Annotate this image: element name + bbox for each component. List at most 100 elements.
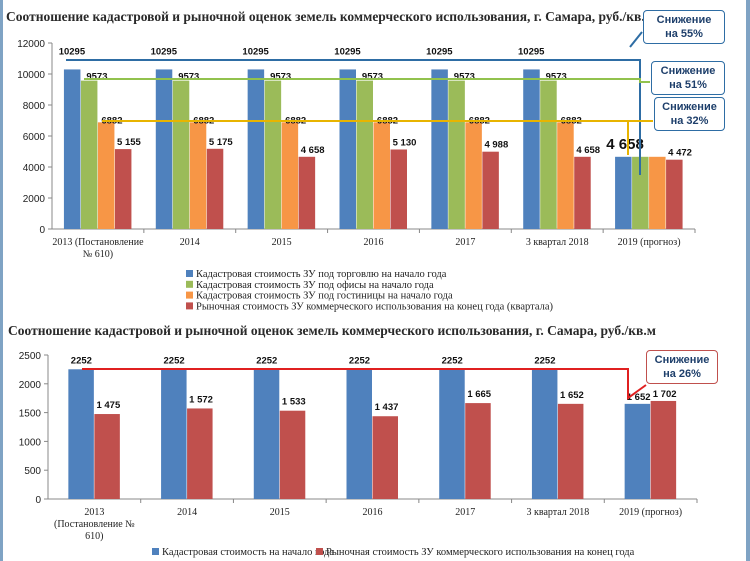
callout-line: на 32% xyxy=(670,115,709,127)
data-label: 4 472 xyxy=(668,148,692,159)
legend-label: Кадастровая стоимость ЗУ под торговлю на… xyxy=(196,269,447,280)
y-tick-label: 10000 xyxy=(17,70,45,81)
data-label: 2252 xyxy=(349,355,370,366)
callout-decrease-55: Снижение на 55% xyxy=(643,10,725,44)
callout-line: Снижение xyxy=(660,65,716,77)
legend-label: Кадастровая стоимость ЗУ под офисы на на… xyxy=(196,280,434,291)
bracket-55 xyxy=(66,59,641,175)
data-label: 4 658 xyxy=(606,136,644,153)
data-label: 2252 xyxy=(71,355,92,366)
bar-1-2 xyxy=(264,80,282,229)
x-tick-label: 2016 xyxy=(363,507,383,518)
x-tick-label: 2019 (прогноз) xyxy=(619,507,682,518)
y-tick-label: 0 xyxy=(35,495,41,506)
bar-1-3 xyxy=(372,416,398,499)
data-label: 4 658 xyxy=(576,145,600,156)
data-label: 2252 xyxy=(534,355,555,366)
data-label: 9573 xyxy=(86,72,107,83)
bar-0-4 xyxy=(431,69,448,230)
callout-line: Снижение xyxy=(656,14,712,26)
y-tick-label: 1000 xyxy=(19,437,42,448)
data-label: 10295 xyxy=(59,46,86,57)
callout-decrease-32: Снижение на 32% xyxy=(654,97,725,131)
bar-2-6 xyxy=(649,156,666,229)
x-tick-label: 3 квартал 2018 xyxy=(527,507,590,518)
bar-3-0 xyxy=(114,149,132,229)
data-label: 9573 xyxy=(362,72,383,83)
data-label: 10295 xyxy=(151,46,178,57)
legend-swatch xyxy=(186,270,193,277)
data-label: 5 175 xyxy=(209,137,233,148)
y-tick-label: 1500 xyxy=(19,409,42,420)
data-label: 9573 xyxy=(546,72,567,83)
data-label: 9573 xyxy=(270,72,291,83)
bar-1-4 xyxy=(465,403,491,499)
legend-swatch xyxy=(152,548,159,555)
bar-1-0 xyxy=(80,80,98,229)
bar-0-2 xyxy=(247,69,265,230)
callout-pointer-55 xyxy=(629,31,643,48)
x-tick-label: 2014 xyxy=(177,507,197,518)
bar-1-6 xyxy=(650,400,677,499)
bar-2-5 xyxy=(557,122,574,229)
x-tick-label: 2015 xyxy=(270,507,290,518)
bar-2-0 xyxy=(97,122,115,229)
y-tick-label: 2500 xyxy=(19,351,42,362)
x-tick-label: 2015 xyxy=(272,237,292,248)
bar-3-5 xyxy=(574,156,591,229)
data-label: 2252 xyxy=(442,355,463,366)
bar-1-0 xyxy=(94,414,120,499)
data-label: 1 475 xyxy=(96,400,120,411)
bar-1-6 xyxy=(632,156,649,229)
bracket-26 xyxy=(82,368,647,400)
data-label: 1 652 xyxy=(560,390,584,401)
bar-0-6 xyxy=(615,156,632,229)
data-label: 1 652 xyxy=(627,392,651,403)
data-label: 4 988 xyxy=(484,140,508,151)
data-label: 5 130 xyxy=(393,137,417,148)
bar-0-0 xyxy=(68,369,94,499)
y-tick-label: 6000 xyxy=(23,132,46,143)
legend-swatch xyxy=(186,280,193,288)
y-tick-label: 4000 xyxy=(23,163,46,174)
y-tick-label: 8000 xyxy=(23,101,46,112)
bar-3-3 xyxy=(390,149,407,229)
data-label: 5 155 xyxy=(117,137,141,148)
legend-label: Рыночная стоимость ЗУ коммерческого испо… xyxy=(326,547,635,558)
slide-edge-right xyxy=(746,0,750,561)
x-tick-label: (Постановление № xyxy=(54,519,135,530)
x-tick-label: № 610) xyxy=(83,249,113,260)
bar-1-5 xyxy=(557,403,584,499)
x-tick-label: 3 квартал 2018 xyxy=(526,237,589,248)
bar-1-4 xyxy=(448,80,465,229)
x-tick-label: 2016 xyxy=(364,237,384,248)
bar-3-4 xyxy=(482,151,499,229)
y-tick-label: 12000 xyxy=(17,39,45,50)
data-label: 2252 xyxy=(256,355,277,366)
data-label: 1 572 xyxy=(189,394,213,405)
bar-1-3 xyxy=(356,80,373,229)
slide-edge-left xyxy=(0,0,3,561)
bar-0-1 xyxy=(155,69,173,230)
bar-0-6 xyxy=(624,403,651,499)
data-label: 9573 xyxy=(178,72,199,83)
bar-0-1 xyxy=(161,369,187,499)
x-tick-label: 2013 (Постановление xyxy=(52,237,144,248)
y-tick-label: 500 xyxy=(24,466,41,477)
x-tick-label: 2013 xyxy=(84,507,104,518)
data-label: 9573 xyxy=(454,72,475,83)
x-tick-label: 2017 xyxy=(455,507,475,518)
legend-swatch xyxy=(316,548,323,555)
y-tick-label: 2000 xyxy=(23,194,46,205)
data-label: 10295 xyxy=(426,46,453,57)
chart1-title: Соотношение кадастровой и рыночной оцено… xyxy=(6,9,654,24)
y-tick-label: 0 xyxy=(39,225,45,236)
data-label: 1 533 xyxy=(282,397,306,408)
data-label: 1 665 xyxy=(467,389,491,400)
bar-2-3 xyxy=(373,122,390,229)
bar-0-5 xyxy=(531,369,558,499)
legend-swatch xyxy=(186,302,193,310)
chart2-title: Соотношение кадастровой и рыночной оцено… xyxy=(8,323,656,338)
y-tick-label: 2000 xyxy=(19,380,42,391)
